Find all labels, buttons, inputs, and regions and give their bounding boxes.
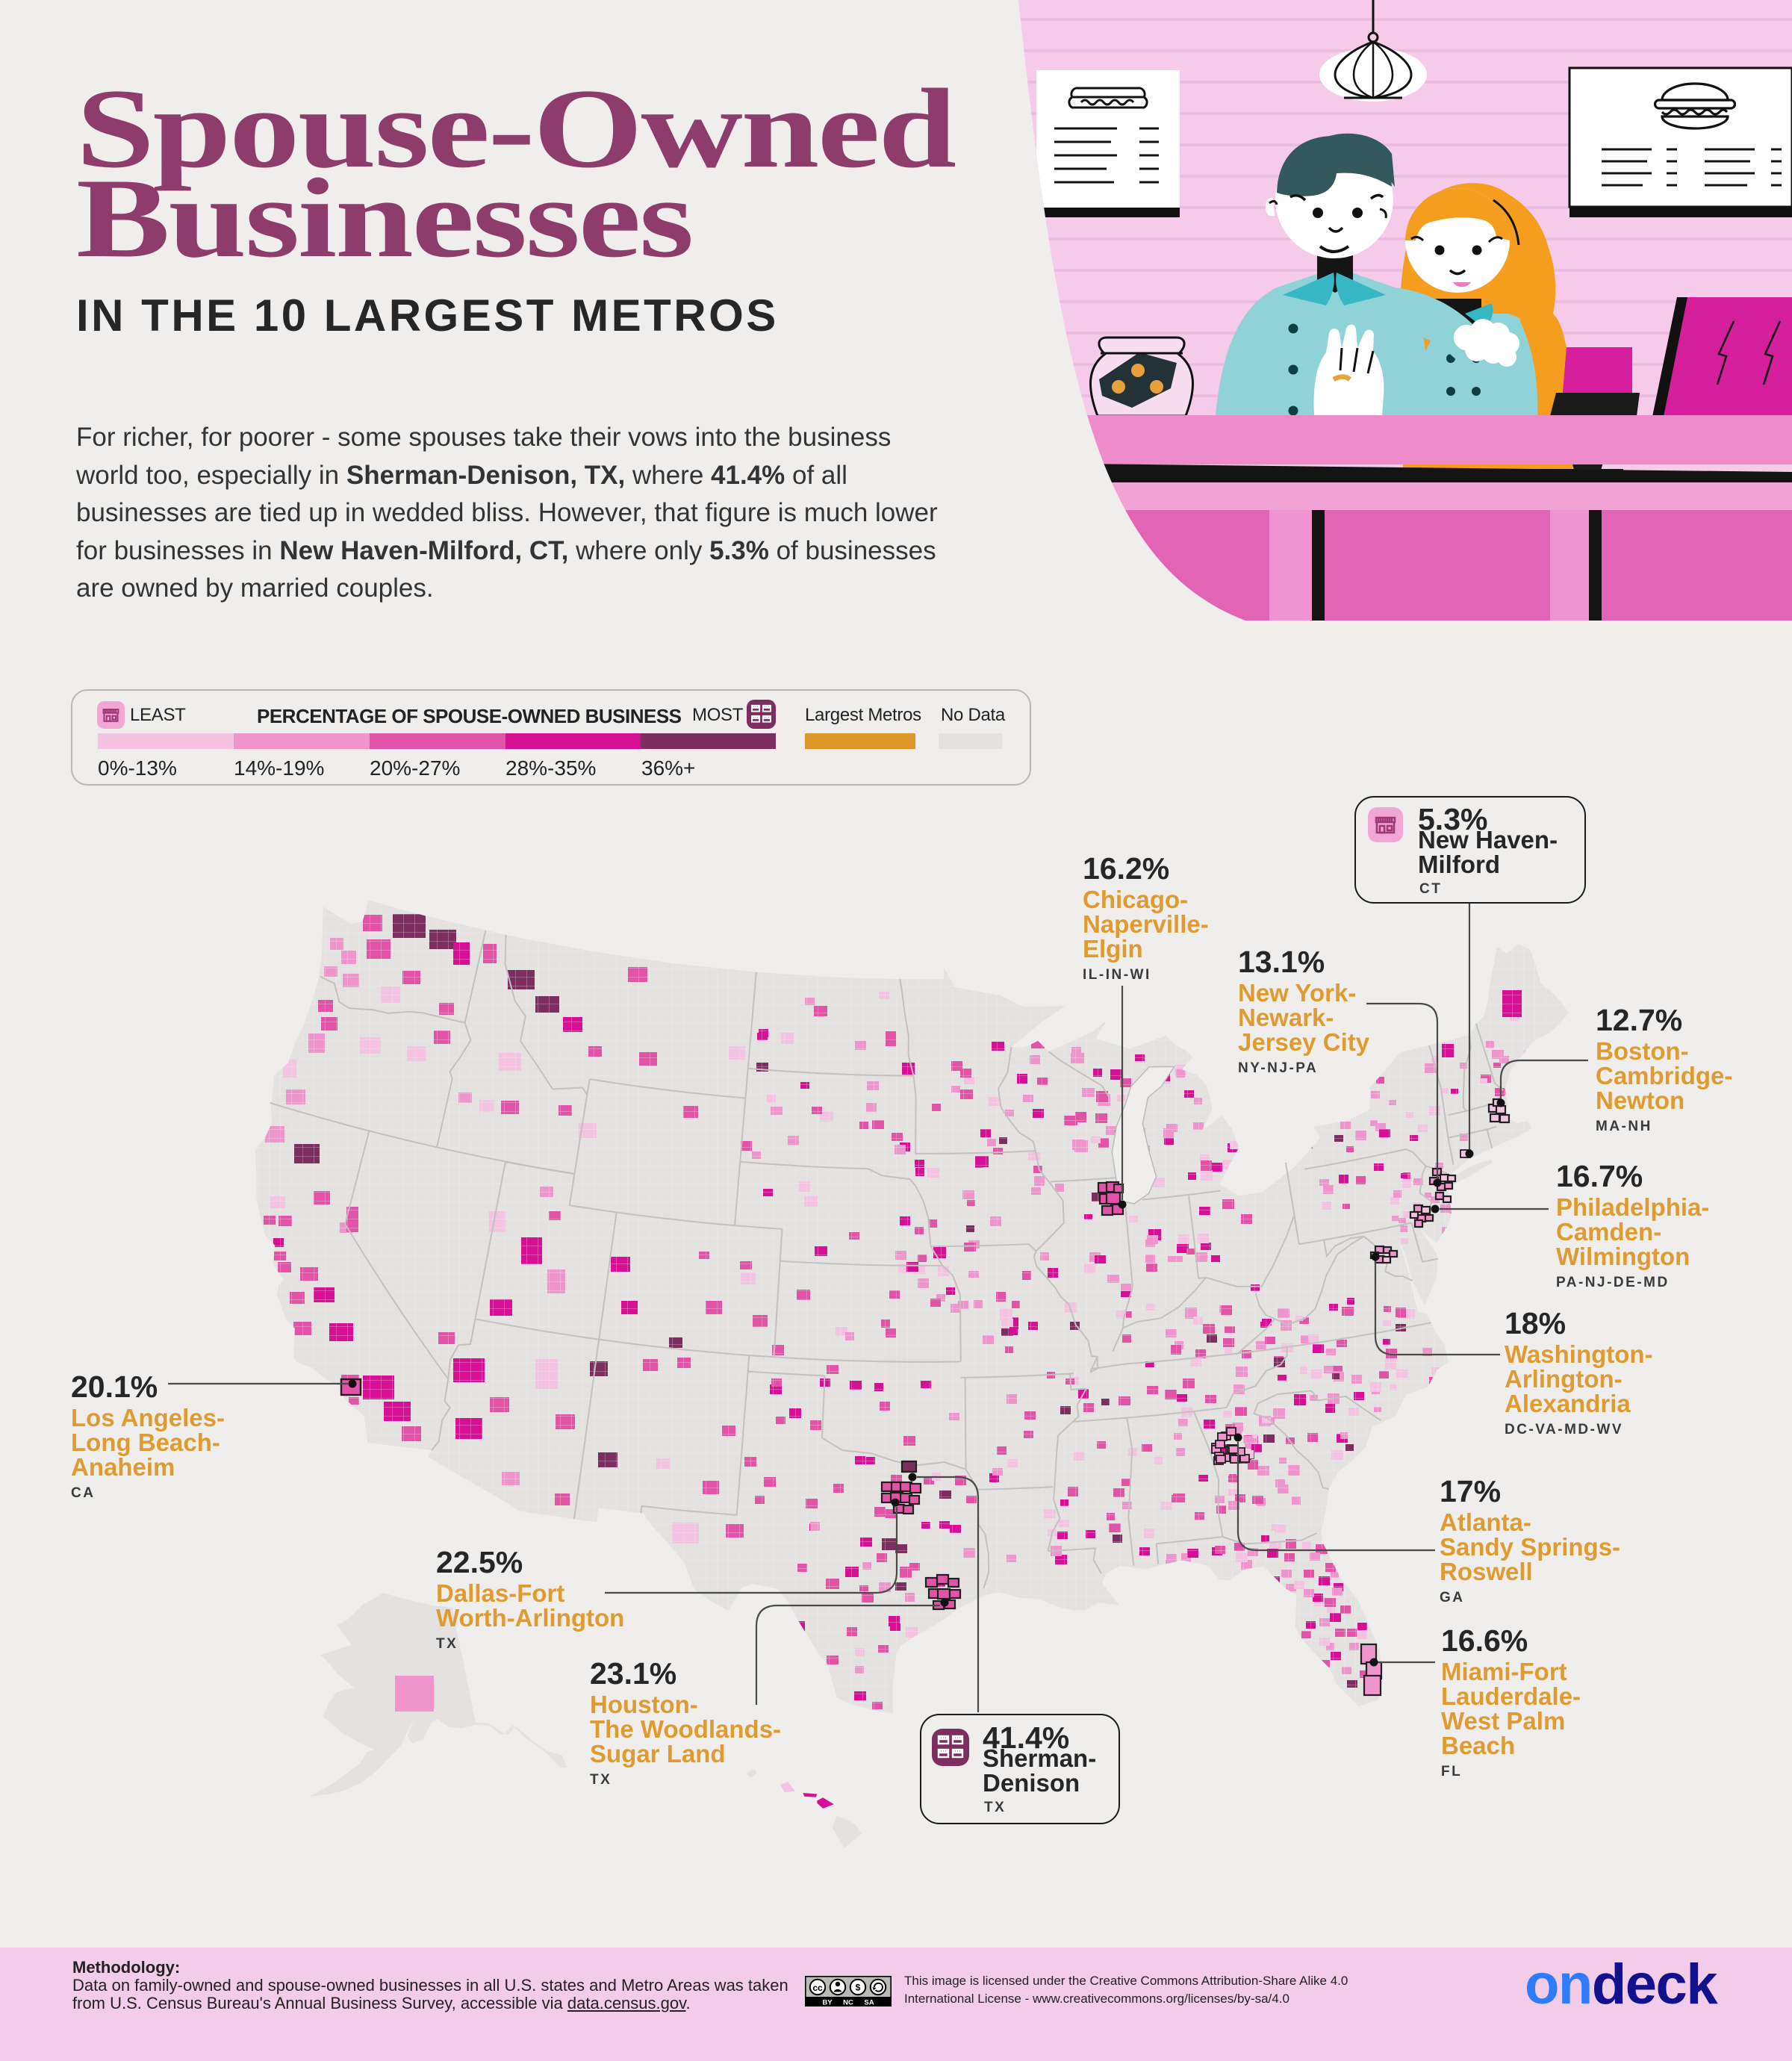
svg-text:SA: SA <box>864 1999 874 2007</box>
svg-text:BY: BY <box>822 1999 833 2007</box>
svg-text:cc: cc <box>812 1983 823 1993</box>
svg-text:$: $ <box>856 1983 861 1993</box>
svg-text:NC: NC <box>843 1999 853 2007</box>
